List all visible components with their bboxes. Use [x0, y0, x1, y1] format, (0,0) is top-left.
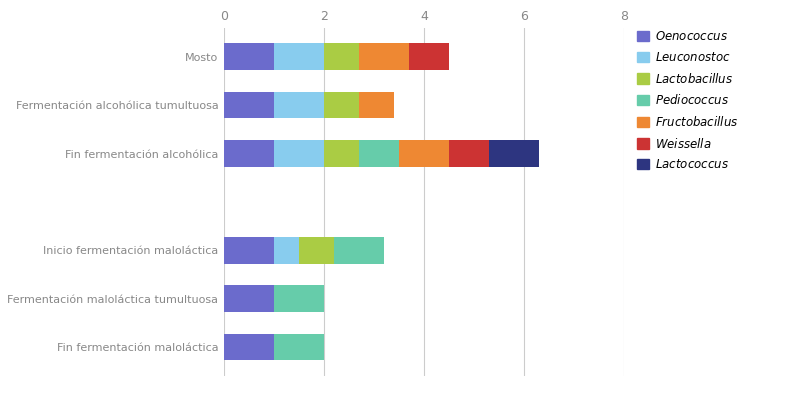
Bar [324, 92, 359, 118]
Bar [274, 44, 324, 70]
Bar [224, 334, 274, 360]
Bar [274, 334, 324, 360]
Bar [224, 237, 274, 264]
Bar [224, 44, 274, 70]
Bar [274, 237, 299, 264]
Bar [359, 92, 394, 118]
Bar [324, 44, 359, 70]
Bar [274, 286, 324, 312]
Bar [409, 44, 449, 70]
Bar [399, 140, 449, 167]
Bar [299, 237, 334, 264]
Bar [449, 140, 489, 167]
Bar [324, 140, 359, 167]
Bar [359, 44, 409, 70]
Bar [224, 92, 274, 118]
Bar [489, 140, 539, 167]
Bar [359, 140, 399, 167]
Bar [334, 237, 384, 264]
Bar [274, 140, 324, 167]
Bar [224, 286, 274, 312]
Bar [224, 140, 274, 167]
Bar [274, 92, 324, 118]
Legend: $\it{Oenococcus}$, $\it{Leuconostoc}$, $\it{Lactobacillus}$, $\it{Pediococcus}$,: $\it{Oenococcus}$, $\it{Leuconostoc}$, $… [634, 27, 742, 175]
